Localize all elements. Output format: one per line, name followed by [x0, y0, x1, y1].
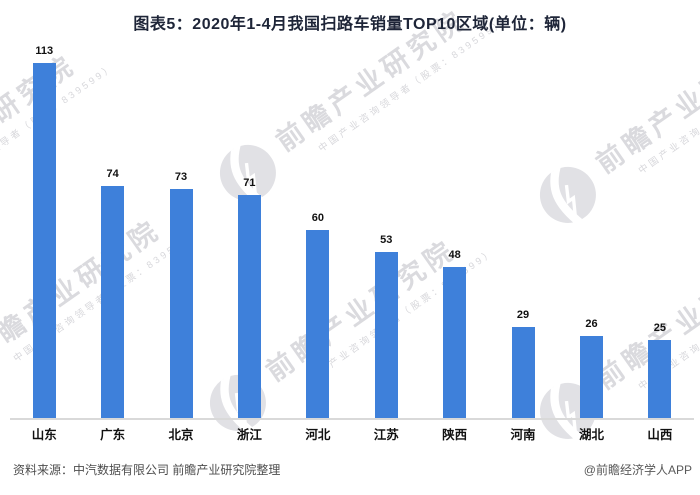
bar-slot-湖北: 26: [557, 40, 625, 418]
bar-slot-河南: 29: [489, 40, 557, 418]
bar-广东: [101, 185, 125, 418]
bar-chart-plot: 113 74 73 71 60 53 48 29 26 25: [10, 40, 694, 420]
bar-slot-山西: 25: [626, 40, 694, 418]
bar-slot-河北: 60: [284, 40, 352, 418]
bar-slot-江苏: 53: [352, 40, 420, 418]
x-axis-label-山东: 山东: [31, 428, 57, 442]
x-axis-label-北京: 北京: [168, 428, 194, 442]
bar-河北: [306, 229, 330, 418]
bar-value-label: 74: [106, 167, 119, 180]
bar-value-label: 113: [35, 45, 54, 57]
bars-container: 113 74 73 71 60 53 48 29 26 25: [10, 40, 694, 418]
x-axis-label-湖北: 湖北: [578, 428, 604, 442]
bar-slot-广东: 74: [78, 40, 146, 418]
bar-value-label: 48: [448, 249, 461, 262]
bar-value-label: 73: [174, 170, 188, 183]
credit-note: @前瞻经济学人APP: [583, 463, 692, 477]
bar-山东: [32, 63, 56, 418]
x-axis-line: [10, 418, 694, 420]
x-axis-label-广东: 广东: [100, 428, 126, 442]
footer: 资料来源：中汽数据有限公司 前瞻产业研究院整理 @前瞻经济学人APP: [13, 461, 692, 478]
x-axis-label-江苏: 江苏: [373, 428, 399, 442]
bar-value-label: 53: [380, 233, 393, 246]
chart-title: 图表5：2020年1-4月我国扫路车销量TOP10区域(单位：辆): [133, 16, 567, 33]
x-axis-label-浙江: 浙江: [236, 428, 262, 442]
x-axis-label-河北: 河北: [305, 428, 331, 442]
source-note: 资料来源：中汽数据有限公司 前瞻产业研究院整理: [13, 463, 281, 477]
bar-slot-浙江: 71: [215, 40, 283, 418]
bar-slot-北京: 73: [147, 40, 215, 418]
x-axis-labels: 山东 广东 北京 浙江 河北 江苏 陕西 河南 湖北 山西: [10, 424, 694, 443]
x-axis-label-山西: 山西: [647, 428, 673, 442]
bar-value-label: 29: [516, 308, 530, 321]
bar-山西: [648, 339, 672, 418]
bar-slot-陕西: 48: [420, 40, 488, 418]
bar-河南: [511, 326, 535, 418]
bar-湖北: [579, 336, 603, 418]
bar-value-label: 25: [653, 321, 666, 334]
bar-value-label: 71: [243, 176, 256, 189]
bar-value-label: 60: [311, 211, 324, 224]
bar-北京: [169, 188, 193, 418]
bar-slot-山东: 113: [10, 40, 78, 418]
bar-陕西: [443, 267, 467, 418]
bar-江苏: [374, 251, 398, 418]
x-axis-label-河南: 河南: [510, 428, 536, 442]
bar-value-label: 26: [585, 318, 598, 331]
bar-浙江: [237, 194, 261, 418]
x-axis-label-陕西: 陕西: [442, 428, 468, 442]
